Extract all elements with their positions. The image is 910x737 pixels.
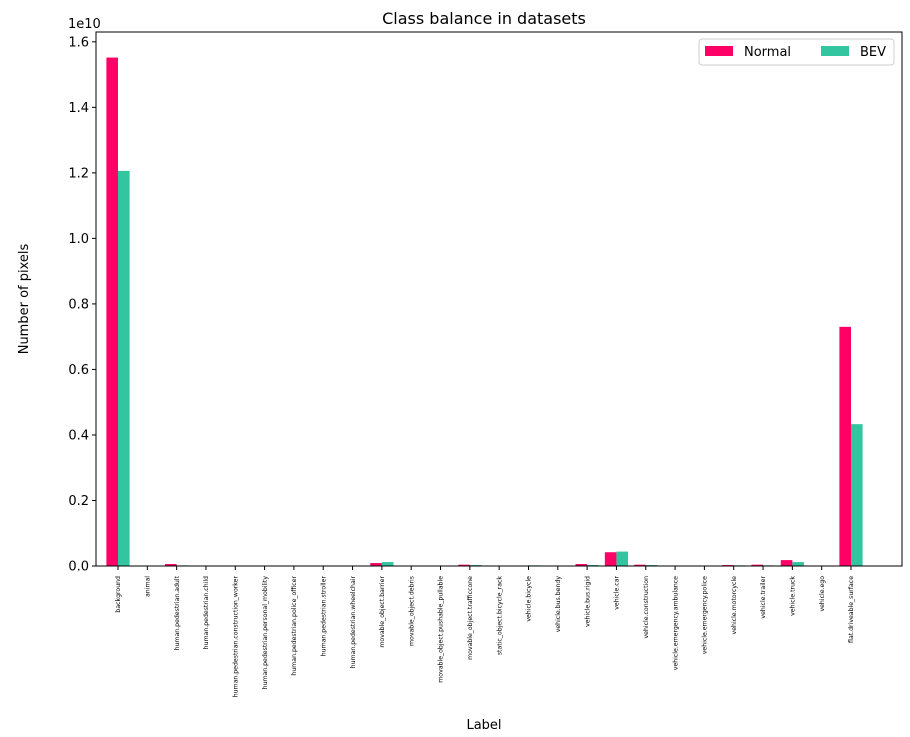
bar-normal-vehicle-truck	[780, 560, 793, 566]
x-tick-label: human.pedestrian.stroller	[320, 576, 327, 657]
legend-swatch-bev	[821, 46, 849, 56]
x-tick-label: human.pedestrian.wheelchair	[350, 576, 357, 669]
legend-label-normal: Normal	[744, 45, 791, 60]
x-tick-label: vehicle.ego	[819, 576, 826, 612]
y-axis-offset-label: 1e10	[68, 17, 101, 32]
y-tick-label: 1.0	[68, 232, 89, 247]
x-tick-label: vehicle.car	[614, 576, 621, 610]
x-tick-label: movable_object.trafficcone	[467, 576, 474, 660]
bar-normal-vehicle-car	[604, 552, 617, 566]
y-axis-label: Number of pixels	[17, 243, 32, 354]
x-tick-label: human.pedestrian.child	[203, 576, 210, 649]
legend: Normal BEV	[698, 38, 895, 66]
x-tick-label: vehicle.bicycle	[526, 576, 533, 622]
y-tick-label: 0.6	[68, 363, 89, 378]
bars	[106, 57, 863, 567]
x-tick-label: human.pedestrian.adult	[174, 575, 181, 650]
x-tick-label: human.pedestrian.personal_mobility	[262, 576, 269, 690]
x-tick-label: movable_object.debris	[408, 576, 415, 646]
legend-swatch-normal	[705, 46, 733, 56]
y-tick-label: 1.2	[68, 166, 89, 181]
x-tick-label: background	[115, 576, 122, 613]
x-tick-label: human.pedestrian.construction_worker	[232, 576, 239, 698]
y-tick-label: 1.4	[68, 101, 89, 116]
legend-frame	[698, 38, 895, 66]
x-tick-label: human.pedestrian.police_officer	[291, 576, 298, 676]
bar-normal-flat-driveable-surface	[839, 326, 851, 566]
y-axis: 0.0 0.2 0.4 0.6 0.8 1.0 1.2 1.4 1.6	[68, 35, 96, 575]
bar-normal-human-pedestrian-adult	[165, 564, 177, 566]
y-tick-label: 0.8	[68, 297, 89, 312]
y-tick-label: 0.0	[68, 560, 89, 575]
plot-frame	[95, 31, 903, 567]
x-tick-label: vehicle.emergency.ambulance	[672, 576, 679, 670]
bar-bev-background	[118, 170, 130, 566]
x-tick-label: vehicle.truck	[790, 576, 797, 616]
bar-normal-vehicle-construction	[634, 564, 646, 566]
x-tick-label: flat.driveable_surface	[848, 576, 855, 643]
bar-bev-vehicle-truck	[792, 562, 804, 566]
x-tick-label: animal	[145, 576, 152, 597]
y-tick-label: 0.2	[68, 494, 89, 509]
x-tick-label: vehicle.emergency.police	[702, 576, 709, 654]
x-tick-label: movable_object.barrier	[379, 576, 386, 648]
x-tick-label: vehicle.bus.bendy	[555, 576, 562, 633]
bar-normal-background	[106, 57, 118, 567]
y-tick-label: 0.4	[68, 428, 89, 443]
bar-bev-vehicle-car	[616, 551, 629, 566]
chart-title: Class balance in datasets	[382, 9, 586, 28]
x-tick-label: vehicle.trailer	[760, 576, 767, 619]
bar-bev-flat-driveable-surface	[851, 424, 863, 566]
bar-bev-movable-object-barrier	[381, 562, 394, 566]
bar-normal-movable-object-barrier	[370, 563, 382, 566]
legend-label-bev: BEV	[860, 45, 886, 60]
bar-normal-vehicle-bus-rigid	[575, 564, 588, 566]
x-tick-label: static_object.bicycle_rack	[496, 576, 503, 656]
x-axis-label: Label	[466, 718, 501, 733]
bar-normal-vehicle-trailer	[751, 564, 764, 566]
y-tick-label: 1.6	[68, 35, 89, 50]
x-tick-label: vehicle.construction	[643, 576, 650, 639]
x-tick-label: movable_object.pushable_pullable	[438, 576, 445, 683]
x-tick-label: vehicle.bus.rigid	[584, 576, 591, 627]
x-axis: background animal human.pedestrian.adult hu…	[115, 566, 855, 697]
bar-normal-movable-object-trafficcone	[458, 564, 470, 566]
x-tick-label: vehicle.motorcycle	[731, 576, 738, 635]
